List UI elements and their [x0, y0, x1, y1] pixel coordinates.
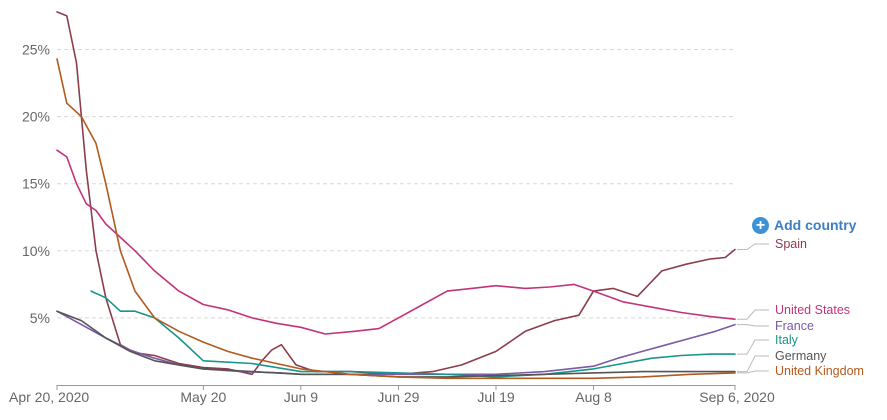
series-line-germany [56, 310, 736, 378]
legend-label-italy[interactable]: Italy [775, 333, 799, 347]
legend-label-spain[interactable]: Spain [775, 237, 807, 251]
x-tick-label: Apr 20, 2020 [9, 389, 89, 405]
legend-label-united-kingdom[interactable]: United Kingdom [775, 364, 864, 378]
gridlines [57, 49, 735, 386]
x-tick-label: Aug 8 [575, 389, 612, 405]
series-line-united-kingdom [56, 58, 736, 380]
legend-connector [737, 370, 769, 374]
legend-connector [737, 309, 769, 320]
legend-connector [737, 339, 769, 355]
series-line-italy [90, 290, 736, 378]
series-line-france [56, 310, 736, 376]
y-tick-label: 15% [22, 176, 50, 192]
x-tick-label: May 20 [180, 389, 226, 405]
legend-connector [737, 243, 769, 250]
y-tick-label: 10% [22, 243, 50, 259]
x-tick-label: Sep 6, 2020 [699, 389, 775, 405]
legend-label-germany[interactable]: Germany [775, 349, 827, 363]
plus-circle-icon: + [752, 216, 769, 234]
x-tick-label: Jul 19 [477, 389, 515, 405]
series-lines [56, 11, 736, 380]
series-line-spain [56, 11, 736, 376]
legend-connector [737, 324, 769, 327]
y-axis: 5% 10% 15% 20% 25% [22, 42, 50, 326]
legend-label-france[interactable]: France [775, 319, 814, 333]
legend-connector [737, 355, 769, 373]
y-tick-label: 25% [22, 42, 50, 58]
add-country-label: Add country [774, 217, 857, 233]
y-tick-label: 5% [30, 310, 50, 326]
x-tick-label: Jun 29 [377, 389, 419, 405]
add-country-button[interactable]: + Add country [752, 215, 856, 235]
y-tick-label: 20% [22, 109, 50, 125]
series-line-united-states [56, 149, 736, 335]
legend-label-united-states[interactable]: United States [775, 303, 850, 317]
x-axis: Apr 20, 2020 May 20 Jun 9 Jun 29 Jul 19 Aug 8… [9, 385, 775, 405]
x-tick-label: Jun 9 [284, 389, 318, 405]
